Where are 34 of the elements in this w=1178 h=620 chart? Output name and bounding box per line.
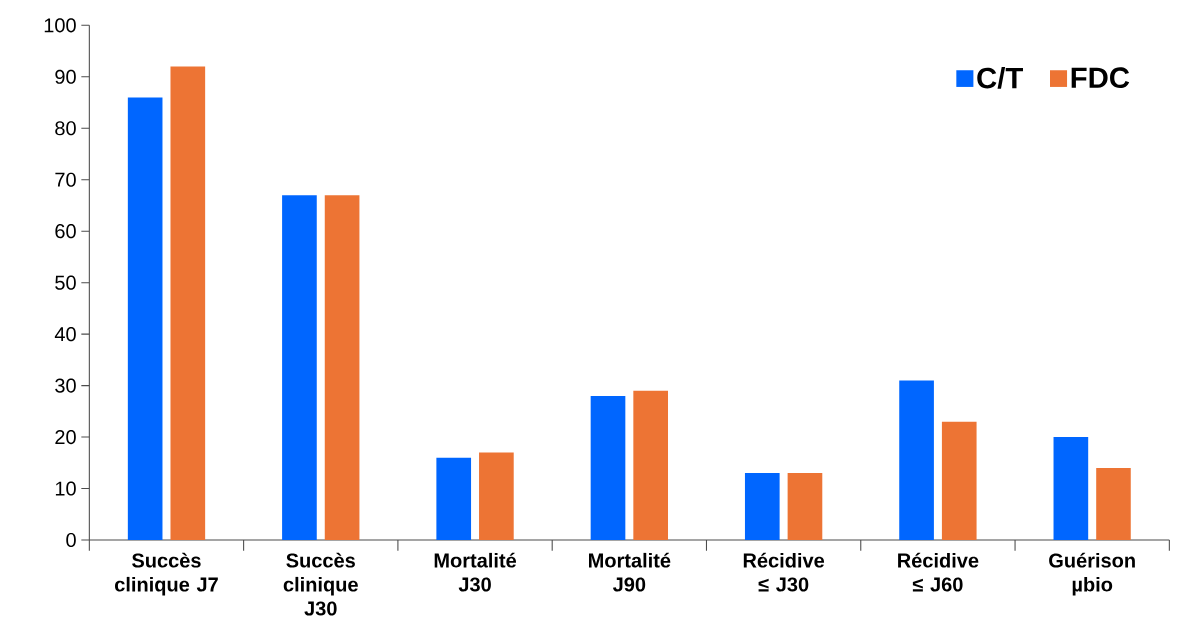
x-tick-label: Mortalité J30 [434,552,517,592]
y-tick-label: 100 [44,18,76,33]
bar [633,390,669,540]
bar [479,452,514,540]
y-tick-label: 30 [55,378,76,393]
y-tick-label: 20 [55,429,76,445]
bar [127,97,163,540]
y-tick-label: 80 [55,121,76,136]
bar [787,473,823,540]
y-tick-label: 70 [55,172,76,187]
x-tick-label: Guérison µbio [1049,552,1135,596]
bar [941,421,977,540]
bar [590,395,626,540]
bar [282,195,317,540]
y-tick-label: 0 [66,532,76,548]
y-tick-label: 50 [55,275,76,290]
bar [170,66,206,540]
y-tick-label: 90 [55,69,76,84]
x-tick-label: Mortalité J90 [589,552,671,592]
bar [744,473,780,540]
x-tick-label: Succès clinique J30 [283,552,358,616]
y-tick-label: 10 [55,481,76,496]
bar [1053,437,1089,540]
y-tick-label: 60 [55,224,76,239]
x-tick-label: Récidive ≤ J30 [743,552,825,592]
y-tick-label: 40 [54,327,76,342]
bar [324,195,360,540]
legend-label: C/T [977,66,1023,89]
bar [899,380,934,540]
bar [1096,467,1131,540]
x-tick-label: Succès clinique J7 [115,552,218,596]
x-tick-label: Récidive ≤ J60 [898,552,979,592]
bar [436,457,472,540]
legend-label: FDC [1071,67,1130,89]
